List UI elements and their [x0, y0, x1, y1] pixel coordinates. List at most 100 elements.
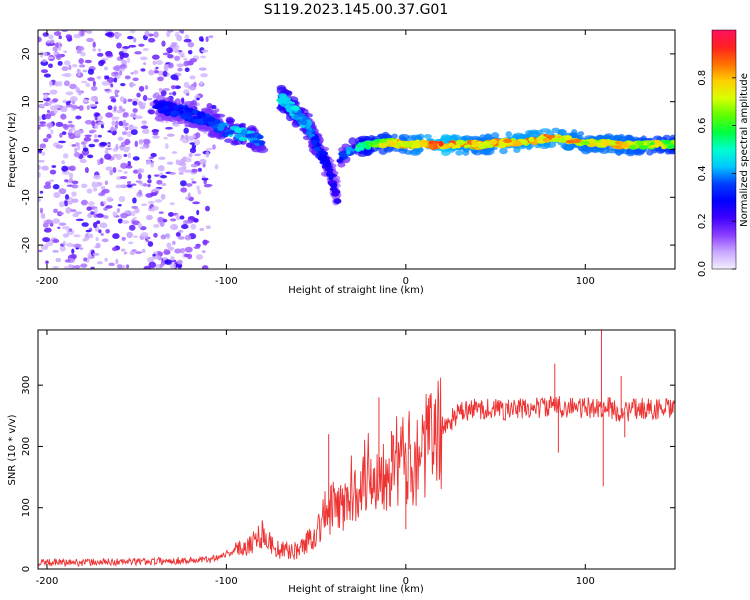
- heatmap-noise-blob: [171, 42, 178, 45]
- heatmap-noise-blob: [166, 161, 174, 165]
- heatmap-noise-blob: [38, 36, 42, 43]
- heatmap-noise-blob: [184, 234, 192, 241]
- heatmap-noise-blob: [52, 184, 60, 190]
- heatmap-noise-blob: [116, 264, 123, 269]
- heatmap-noise-blob: [100, 186, 106, 190]
- heatmap-noise-blob: [61, 131, 67, 136]
- main_signal_ridge-mark: [396, 143, 402, 147]
- heatmap-noise-blob: [62, 233, 70, 238]
- main_signal_ridge-mark: [503, 138, 513, 144]
- heatmap-noise-blob: [175, 213, 179, 219]
- heatmap-noise-blob: [81, 222, 89, 227]
- heatmap-noise-blob: [61, 226, 68, 230]
- heatmap-noise-blob: [128, 241, 134, 245]
- snr-x-tick-label: -100: [215, 576, 238, 587]
- heatmap-noise-blob: [127, 180, 132, 185]
- spectrogram-x-tick-label: -100: [215, 276, 238, 287]
- heatmap-noise-blob: [41, 165, 49, 171]
- heatmap-noise-blob: [93, 138, 100, 143]
- heatmap-noise-blob: [150, 192, 158, 197]
- heatmap-noise-blob: [195, 254, 204, 261]
- heatmap-noise-blob: [147, 174, 152, 180]
- heatmap-noise-blob: [184, 67, 190, 73]
- spectrogram-y-tick-label: -20: [21, 237, 32, 253]
- heatmap-noise-blob: [140, 232, 149, 238]
- spectrogram-x-label: Height of straight line (km): [288, 285, 424, 296]
- heatmap-noise-blob: [187, 41, 195, 48]
- main_signal_ridge-mark: [653, 139, 662, 146]
- heatmap-noise-blob: [166, 31, 171, 38]
- main_signal_ridge-mark: [536, 136, 542, 142]
- heatmap-noise-blob: [141, 248, 146, 253]
- heatmap-noise-blob: [119, 53, 124, 60]
- heatmap-noise-blob: [195, 132, 201, 139]
- heatmap-noise-blob: [112, 211, 118, 217]
- heatmap-noise-blob: [118, 195, 126, 203]
- snr-y-ticks: 0 100 200 300: [21, 376, 675, 572]
- heatmap-noise-blob: [178, 158, 186, 164]
- heatmap-noise-blob: [71, 184, 79, 189]
- heatmap-noise-blob: [104, 153, 112, 160]
- heatmap-noise-blob: [159, 263, 163, 268]
- heatmap-noise-blob: [104, 32, 113, 37]
- heatmap-noise-blob: [177, 67, 183, 72]
- main_signal_ridge-halo: [531, 131, 541, 139]
- descending_branch-mark: [333, 198, 342, 204]
- heatmap-noise-blob: [120, 184, 128, 189]
- heatmap-noise-blob: [184, 246, 193, 253]
- heatmap-noise-blob: [172, 91, 177, 96]
- heatmap-noise-blob: [52, 238, 60, 244]
- heatmap-noise-blob: [87, 77, 95, 82]
- snr-y-tick-label: 100: [21, 498, 32, 517]
- heatmap-noise-blob: [196, 97, 200, 101]
- heatmap-noise-blob: [58, 201, 65, 208]
- heatmap-noise-blob: [119, 146, 125, 151]
- left_cluster-mark: [184, 111, 191, 117]
- heatmap-noise-blob: [205, 36, 209, 43]
- heatmap-noise-blob: [53, 31, 62, 36]
- heatmap-noise-blob: [77, 71, 81, 77]
- heatmap-noise-blob: [77, 45, 85, 52]
- heatmap-noise-blob: [98, 229, 102, 234]
- descending_branch-mark: [280, 103, 288, 107]
- heatmap-noise-blob: [126, 131, 132, 138]
- heatmap-noise-blob: [104, 257, 108, 262]
- heatmap-noise-blob: [38, 249, 43, 253]
- heatmap-noise-blob: [169, 172, 176, 175]
- heatmap-noise-blob: [182, 165, 187, 170]
- colorbar-tick-label: 0.2: [697, 213, 708, 229]
- heatmap-noise-blob: [58, 140, 66, 144]
- heatmap-noise-blob: [193, 218, 199, 223]
- descending_branch-mark: [311, 139, 318, 146]
- heatmap-noise-blob: [94, 207, 98, 215]
- heatmap-noise-blob: [131, 249, 137, 252]
- heatmap-noise-blob: [146, 159, 152, 165]
- heatmap-noise-blob: [65, 207, 71, 214]
- heatmap-noise-blob: [48, 34, 54, 40]
- heatmap-noise-blob: [158, 211, 164, 215]
- heatmap-noise-blob: [49, 179, 55, 182]
- heatmap-noise-blob: [76, 50, 82, 54]
- heatmap-noise-blob: [47, 56, 54, 60]
- heatmap-noise-blob: [137, 168, 143, 174]
- heatmap-noise-blob: [180, 30, 185, 34]
- heatmap-noise-blob: [180, 134, 184, 139]
- main_signal_ridge-halo: [539, 142, 550, 150]
- heatmap-noise-blob: [196, 209, 200, 216]
- heatmap-noise-blob: [170, 74, 178, 80]
- heatmap-noise-blob: [68, 228, 73, 232]
- left_cluster-mark: [193, 118, 199, 124]
- heatmap-noise-blob: [138, 180, 143, 185]
- heatmap-noise-blob: [180, 187, 188, 193]
- heatmap-noise-blob: [170, 85, 177, 90]
- heatmap-noise-blob: [78, 105, 84, 111]
- heatmap-noise-blob: [64, 259, 71, 263]
- main_signal_ridge-mark: [429, 144, 435, 150]
- heatmap-noise-blob: [152, 135, 160, 139]
- heatmap-noise-blob: [106, 53, 113, 57]
- heatmap-noise-blob: [112, 65, 121, 71]
- descending_branch-mark: [313, 145, 321, 152]
- heatmap-noise-blob: [199, 80, 203, 86]
- heatmap-noise-blob: [86, 30, 93, 34]
- heatmap-noise-blob: [153, 232, 158, 238]
